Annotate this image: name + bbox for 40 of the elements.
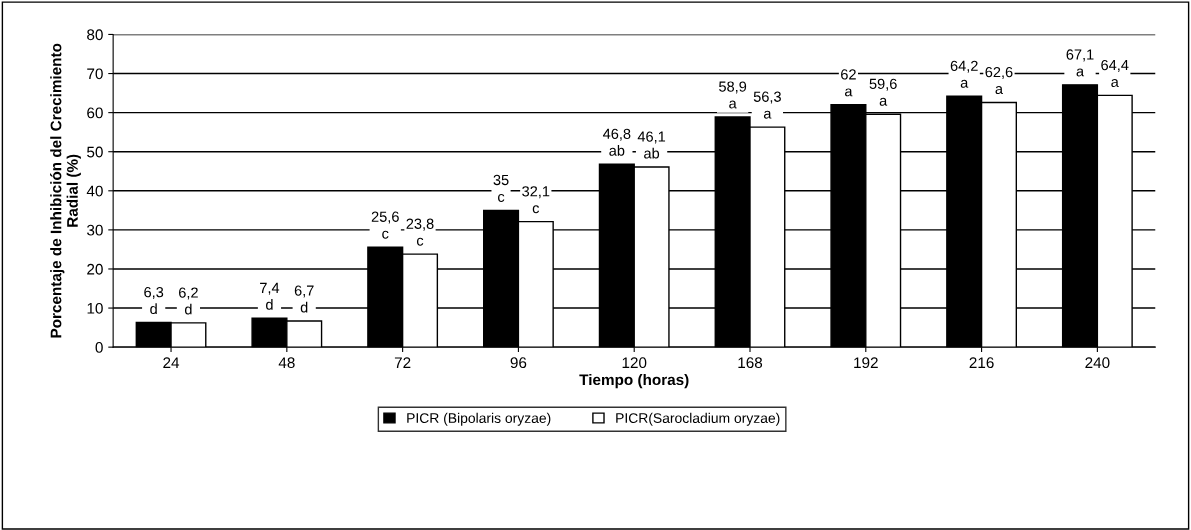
data-label: 7,4 d [260,282,280,310]
data-label: 56,3 a [753,91,781,119]
data-label: 62 a [841,69,856,97]
y-tick-label: 50 [87,146,103,158]
y-tick-label: 80 [87,29,103,41]
data-label: 23,8 c [406,218,434,246]
data-label: 59,6 a [869,78,897,106]
x-tick-label: 216 [969,357,994,369]
x-tick-label: 192 [854,357,878,369]
y-tick-label: 40 [86,185,103,197]
x-tick-label: 72 [394,357,411,368]
data-label: 32,1 c [522,186,550,214]
x-tick-label: 240 [1085,357,1110,369]
y-axis-title: Porcentaje de Inhibición del Crecimiento Radial (%) [50,43,81,338]
x-tick-label: 96 [510,357,527,369]
data-label: 64,2 a [950,60,978,88]
x-tick-label: 168 [738,357,763,369]
legend-label: PICR(Sarocladium oryzae) [616,412,780,426]
data-label: 6,3 d [144,287,164,315]
x-tick-label: 48 [278,357,295,369]
data-label: 64,4 a [1101,59,1129,87]
x-tick-label: 120 [622,357,647,369]
data-label: 46,8 ab [602,128,631,156]
data-label: 58,9 a [719,81,747,109]
data-label: 35 c [493,174,509,202]
data-label: 62,6 a [985,66,1013,95]
data-label: 46,1 ab [637,131,666,159]
y-tick-label: 20 [87,263,103,275]
y-tick-label: 70 [87,68,103,80]
data-label: 67,1 a [1066,49,1094,77]
x-axis-title: Tiempo (horas) [579,373,689,389]
x-tick-label: 24 [163,357,180,368]
legend-label: PICR (Bipolaris oryzae) [407,412,551,426]
data-label: 25,6 c [371,211,399,239]
data-label: 6,2 d [179,287,198,315]
y-tick-label: 30 [87,224,103,236]
y-tick-label: 10 [87,302,103,314]
y-tick-label: 60 [87,107,103,119]
data-label: 6,7 d [294,285,314,313]
y-tick-label: 0 [95,342,103,353]
